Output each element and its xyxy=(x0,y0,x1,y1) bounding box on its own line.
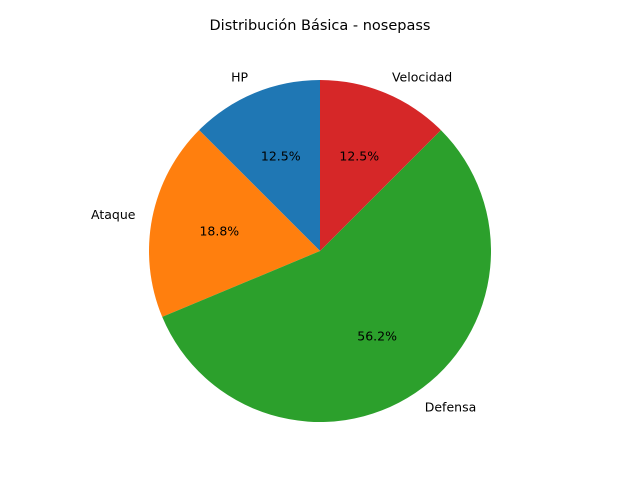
pie-slices xyxy=(149,80,491,422)
chart-title: Distribución Básica - nosepass xyxy=(210,18,431,34)
pie-labels: HP 12.5% Ataque 18.8% Defensa 56.2% Velocidad 1… xyxy=(91,70,476,415)
slice-label-velocidad: Velocidad xyxy=(392,70,452,85)
slice-percent-velocidad: 12.5% xyxy=(339,149,379,164)
slice-percent-defensa: 56.2% xyxy=(357,329,397,344)
slice-percent-hp: 12.5% xyxy=(261,149,301,164)
pie-slice-hp xyxy=(199,80,320,251)
pie-slice-velocidad xyxy=(320,80,441,251)
slice-label-hp: HP xyxy=(231,70,248,85)
slice-label-ataque: Ataque xyxy=(91,207,136,222)
slice-label-defensa: Defensa xyxy=(425,400,477,415)
pie-slice-ataque xyxy=(149,130,320,317)
pie-slice-defensa xyxy=(162,130,491,422)
slice-percent-ataque: 18.8% xyxy=(199,224,239,239)
